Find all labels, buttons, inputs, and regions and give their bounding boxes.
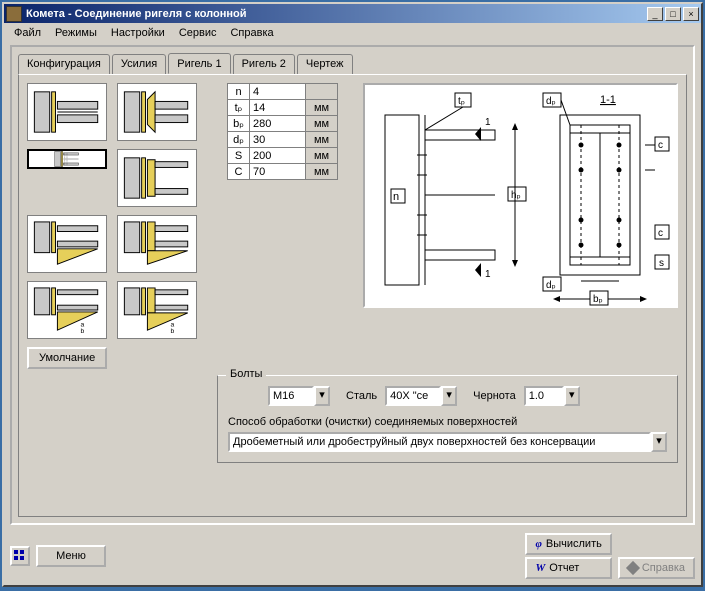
param-unit-n bbox=[306, 84, 338, 100]
param-input-n[interactable] bbox=[250, 84, 305, 99]
params-panel: n tₚ мм bₚ мм dₚ мм Sмм Cмм bbox=[227, 83, 338, 369]
svg-text:hₚ: hₚ bbox=[511, 190, 521, 201]
svg-text:tₚ: tₚ bbox=[458, 96, 465, 107]
app-window: Комета - Соединение ригеля с колонной _ … bbox=[2, 2, 703, 587]
svg-text:b: b bbox=[80, 328, 84, 334]
tab-bar: Конфигурация Усилия Ригель 1 Ригель 2 Че… bbox=[18, 53, 687, 74]
param-name-c: C bbox=[228, 164, 250, 180]
diamond-icon bbox=[626, 561, 640, 575]
steel-input[interactable] bbox=[385, 386, 441, 406]
param-input-s[interactable] bbox=[250, 148, 305, 163]
svg-text:c: c bbox=[658, 140, 663, 151]
connection-thumbnails: ab ab Умолчание bbox=[27, 83, 217, 369]
conn-option-8[interactable]: ab bbox=[117, 281, 197, 339]
titlebar: Комета - Соединение ригеля с колонной _ … bbox=[4, 4, 701, 23]
param-name-tp: tₚ bbox=[228, 100, 250, 116]
bolt-size-input[interactable] bbox=[268, 386, 314, 406]
param-input-tp[interactable] bbox=[250, 100, 305, 115]
surface-label: Способ обработки (очистки) соединяемых п… bbox=[228, 416, 667, 428]
svg-text:b: b bbox=[170, 328, 174, 334]
menu-settings[interactable]: Настройки bbox=[105, 25, 171, 41]
tab-body: ab ab Умолчание n tₚ мм bₚ мм dₚ мм bbox=[18, 74, 687, 517]
menu-service[interactable]: Сервис bbox=[173, 25, 223, 41]
menu-button[interactable]: Меню bbox=[36, 545, 106, 567]
minimize-button[interactable]: _ bbox=[647, 7, 663, 21]
help-button[interactable]: Справка bbox=[618, 557, 695, 579]
param-name-bp: bₚ bbox=[228, 116, 250, 132]
param-input-c[interactable] bbox=[250, 164, 305, 179]
menubar: Файл Режимы Настройки Сервис Справка bbox=[4, 23, 701, 43]
param-name-n: n bbox=[228, 84, 250, 100]
conn-option-1[interactable] bbox=[27, 83, 107, 141]
status-bar: Меню φВычислить WОтчет Справка bbox=[4, 529, 701, 585]
window-title: Комета - Соединение ригеля с колонной bbox=[26, 8, 247, 20]
black-label: Чернота bbox=[473, 390, 516, 402]
conn-option-4[interactable] bbox=[117, 149, 197, 207]
conn-option-7[interactable]: ab bbox=[27, 281, 107, 339]
svg-text:1: 1 bbox=[485, 269, 491, 280]
close-button[interactable]: × bbox=[683, 7, 699, 21]
param-name-s: S bbox=[228, 148, 250, 164]
bolt-size-select[interactable]: ▾ bbox=[268, 386, 330, 406]
svg-text:n: n bbox=[393, 191, 399, 203]
surface-input[interactable] bbox=[228, 432, 651, 452]
dropdown-arrow-icon[interactable]: ▾ bbox=[651, 432, 667, 452]
phi-icon: φ bbox=[535, 538, 541, 550]
black-input[interactable] bbox=[524, 386, 564, 406]
menu-modes[interactable]: Режимы bbox=[49, 25, 103, 41]
menu-help[interactable]: Справка bbox=[224, 25, 279, 41]
report-button[interactable]: WОтчет bbox=[525, 557, 611, 579]
conn-option-6[interactable] bbox=[117, 215, 197, 273]
param-input-bp[interactable] bbox=[250, 116, 305, 131]
svg-text:bₚ: bₚ bbox=[593, 294, 603, 305]
dropdown-arrow-icon[interactable]: ▾ bbox=[441, 386, 457, 406]
app-icon bbox=[6, 6, 22, 22]
dropdown-arrow-icon[interactable]: ▾ bbox=[314, 386, 330, 406]
steel-label: Сталь bbox=[346, 390, 377, 402]
svg-text:dₚ: dₚ bbox=[546, 96, 556, 107]
tab-forces[interactable]: Усилия bbox=[112, 54, 166, 75]
maximize-button[interactable]: □ bbox=[665, 7, 681, 21]
param-unit-s: мм bbox=[306, 148, 338, 164]
w-icon: W bbox=[535, 562, 545, 574]
conn-option-2[interactable] bbox=[117, 83, 197, 141]
dropdown-arrow-icon[interactable]: ▾ bbox=[564, 386, 580, 406]
param-name-dp: dₚ bbox=[228, 132, 250, 148]
svg-text:1: 1 bbox=[485, 117, 491, 128]
param-input-dp[interactable] bbox=[250, 132, 305, 147]
param-unit-bp: мм bbox=[306, 116, 338, 132]
steel-select[interactable]: ▾ bbox=[385, 386, 457, 406]
grid-icon[interactable] bbox=[10, 546, 30, 566]
connection-diagram: tₚ 1 1 n hₚ bbox=[363, 83, 678, 308]
conn-option-5[interactable] bbox=[27, 215, 107, 273]
param-unit-dp: мм bbox=[306, 132, 338, 148]
tab-drawing[interactable]: Чертеж bbox=[297, 54, 353, 75]
compute-button[interactable]: φВычислить bbox=[525, 533, 611, 555]
menu-file[interactable]: Файл bbox=[8, 25, 47, 41]
black-select[interactable]: ▾ bbox=[524, 386, 580, 406]
defaults-button[interactable]: Умолчание bbox=[27, 347, 107, 369]
svg-text:s: s bbox=[659, 258, 664, 269]
param-unit-tp: мм bbox=[306, 100, 338, 116]
tab-config[interactable]: Конфигурация bbox=[18, 54, 110, 75]
content-panel: Конфигурация Усилия Ригель 1 Ригель 2 Че… bbox=[10, 45, 695, 525]
svg-text:dₚ: dₚ bbox=[546, 280, 556, 291]
bolts-fieldset: Болты ▾ Сталь ▾ Чернота ▾ Способ обработ… bbox=[217, 375, 678, 463]
bolts-legend: Болты bbox=[226, 368, 266, 380]
params-table: n tₚ мм bₚ мм dₚ мм Sмм Cмм bbox=[227, 83, 338, 180]
svg-text:1-1: 1-1 bbox=[600, 94, 616, 106]
svg-text:c: c bbox=[658, 228, 663, 239]
param-unit-c: мм bbox=[306, 164, 338, 180]
surface-select[interactable]: ▾ bbox=[228, 432, 667, 452]
tab-beam-1[interactable]: Ригель 1 bbox=[168, 53, 230, 74]
tab-beam-2[interactable]: Ригель 2 bbox=[233, 54, 295, 75]
conn-option-3[interactable] bbox=[27, 149, 107, 169]
